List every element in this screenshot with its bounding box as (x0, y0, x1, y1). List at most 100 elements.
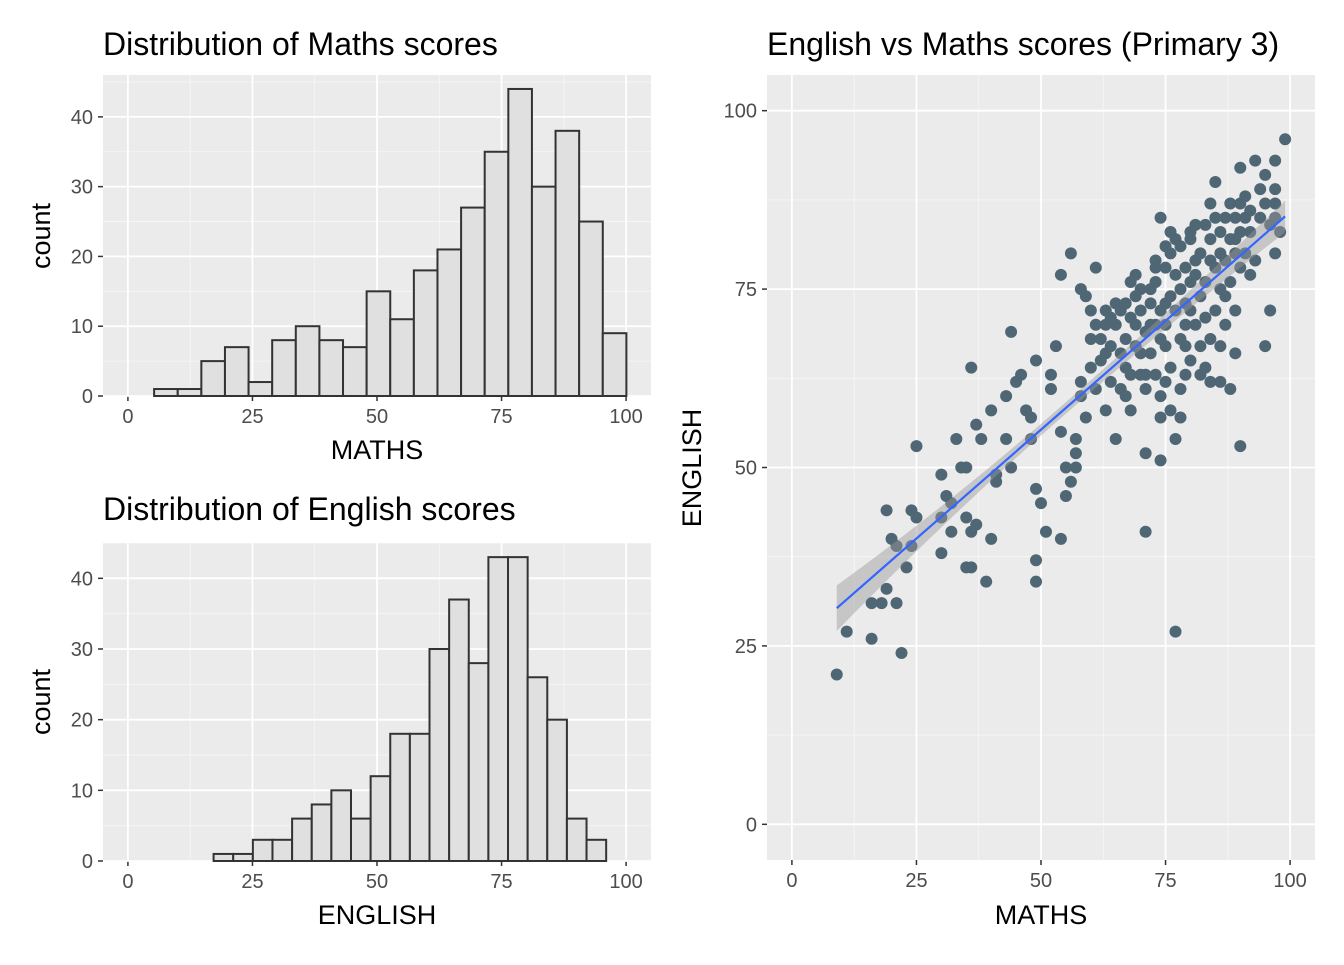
scatter-point (1124, 404, 1137, 417)
scatter-point (1030, 575, 1043, 588)
scatter-point (1199, 218, 1212, 231)
scatter-point (935, 547, 948, 560)
scatter-point (1154, 304, 1167, 317)
scatter-point (1069, 432, 1082, 445)
scatter-point (1030, 354, 1043, 367)
x-tick-label: 0 (122, 871, 133, 893)
scatter-point (1159, 375, 1172, 388)
scatter-point (1244, 268, 1257, 281)
scatter-point (1089, 383, 1102, 395)
scatter-point (1204, 375, 1217, 388)
scatter-point (900, 561, 913, 574)
y-tick-label: 40 (71, 568, 93, 590)
scatter-point (935, 468, 948, 481)
scatter-point (1124, 311, 1137, 324)
scatter-point (1094, 333, 1107, 346)
histogram-bar (153, 388, 179, 397)
scatter-point (1079, 411, 1092, 424)
scatter-point (1059, 490, 1072, 503)
x-tick-label: 25 (905, 870, 927, 892)
scatter-point (865, 597, 878, 610)
scatter-point (1209, 304, 1222, 317)
scatter-point (865, 632, 878, 645)
scatter-point (1254, 211, 1267, 224)
y-tick-label: 75 (735, 279, 757, 301)
scatter-ylabel: ENGLISH (677, 409, 707, 528)
scatter-point (1079, 290, 1092, 303)
histogram-bar (408, 732, 431, 862)
scatter-point (1144, 297, 1157, 310)
scatter-point (980, 575, 993, 588)
scatter-point (1224, 233, 1237, 246)
english-histogram-panel: 0 25 50 75 100 0 10 20 30 40 (71, 542, 651, 893)
maths-hist-xlabel: MATHS (331, 435, 424, 465)
scatter-point (950, 432, 963, 445)
scatter-point (1049, 340, 1062, 353)
y-tick-label: 20 (71, 710, 93, 732)
histogram-bar (460, 206, 486, 397)
histogram-bar (578, 220, 604, 397)
scatter-point (1169, 432, 1182, 445)
scatter-title: English vs Maths scores (Primary 3) (767, 26, 1279, 62)
histogram-bar (585, 838, 608, 862)
scatter-point (1189, 318, 1202, 331)
scatter-point (1084, 333, 1097, 346)
histogram-bar (389, 318, 415, 398)
scatter-point (1044, 368, 1057, 381)
histogram-bar (330, 789, 352, 862)
scatter-point (1174, 333, 1187, 346)
scatter-point (1214, 226, 1227, 238)
scatter-point (1204, 333, 1217, 346)
histogram-bar (223, 346, 250, 397)
scatter-point (1249, 254, 1262, 267)
histogram-bar (310, 803, 333, 863)
scatter-panel: 0 25 50 75 100 0 25 50 75 100 (724, 75, 1315, 892)
scatter-point (1074, 375, 1087, 388)
histogram-bar (428, 648, 451, 862)
maths-hist-title: Distribution of Maths scores (103, 26, 498, 62)
y-tick-label: 0 (82, 851, 93, 873)
scatter-point (1239, 247, 1252, 260)
scatter-point (1005, 461, 1018, 474)
scatter-point (1224, 275, 1237, 288)
x-tick-label: 0 (122, 406, 133, 428)
scatter-point (1209, 211, 1222, 224)
scatter-point (1129, 268, 1142, 281)
scatter-point (965, 561, 978, 574)
scatter-point (1099, 304, 1112, 317)
scatter-point (1139, 368, 1152, 381)
scatter-point (1229, 304, 1242, 317)
scatter-point (960, 461, 973, 474)
histogram-bar (436, 248, 463, 397)
scatter-point (910, 511, 923, 524)
scatter-point (1154, 390, 1167, 403)
scatter-point (1169, 625, 1182, 638)
scatter-point (970, 418, 983, 431)
scatter-point (1054, 268, 1067, 281)
scatter-point (1139, 525, 1152, 538)
scatter-point (1149, 275, 1162, 288)
scatter-point (1214, 375, 1227, 388)
scatter-point (1054, 425, 1067, 438)
scatter-point (1035, 497, 1047, 510)
scatter-point (1219, 254, 1232, 267)
scatter-point (890, 597, 903, 610)
scatter-point (1259, 197, 1272, 210)
scatter-point (1209, 176, 1222, 189)
scatter-point (1174, 283, 1187, 296)
scatter-point (1194, 368, 1207, 381)
histogram-bar (369, 775, 392, 863)
scatter-point (1030, 482, 1043, 495)
scatter-point (1159, 261, 1172, 274)
scatter-point (1269, 211, 1282, 224)
scatter-point (1224, 197, 1237, 210)
scatter-point (1044, 383, 1057, 395)
x-tick-label: 75 (490, 871, 512, 893)
scatter-point (1154, 454, 1167, 467)
scatter-point (1064, 247, 1077, 260)
y-tick-label: 50 (735, 458, 757, 480)
scatter-point (1069, 447, 1082, 460)
scatter-point (1134, 283, 1147, 296)
histogram-bar (487, 556, 510, 863)
scatter-point (960, 511, 973, 524)
